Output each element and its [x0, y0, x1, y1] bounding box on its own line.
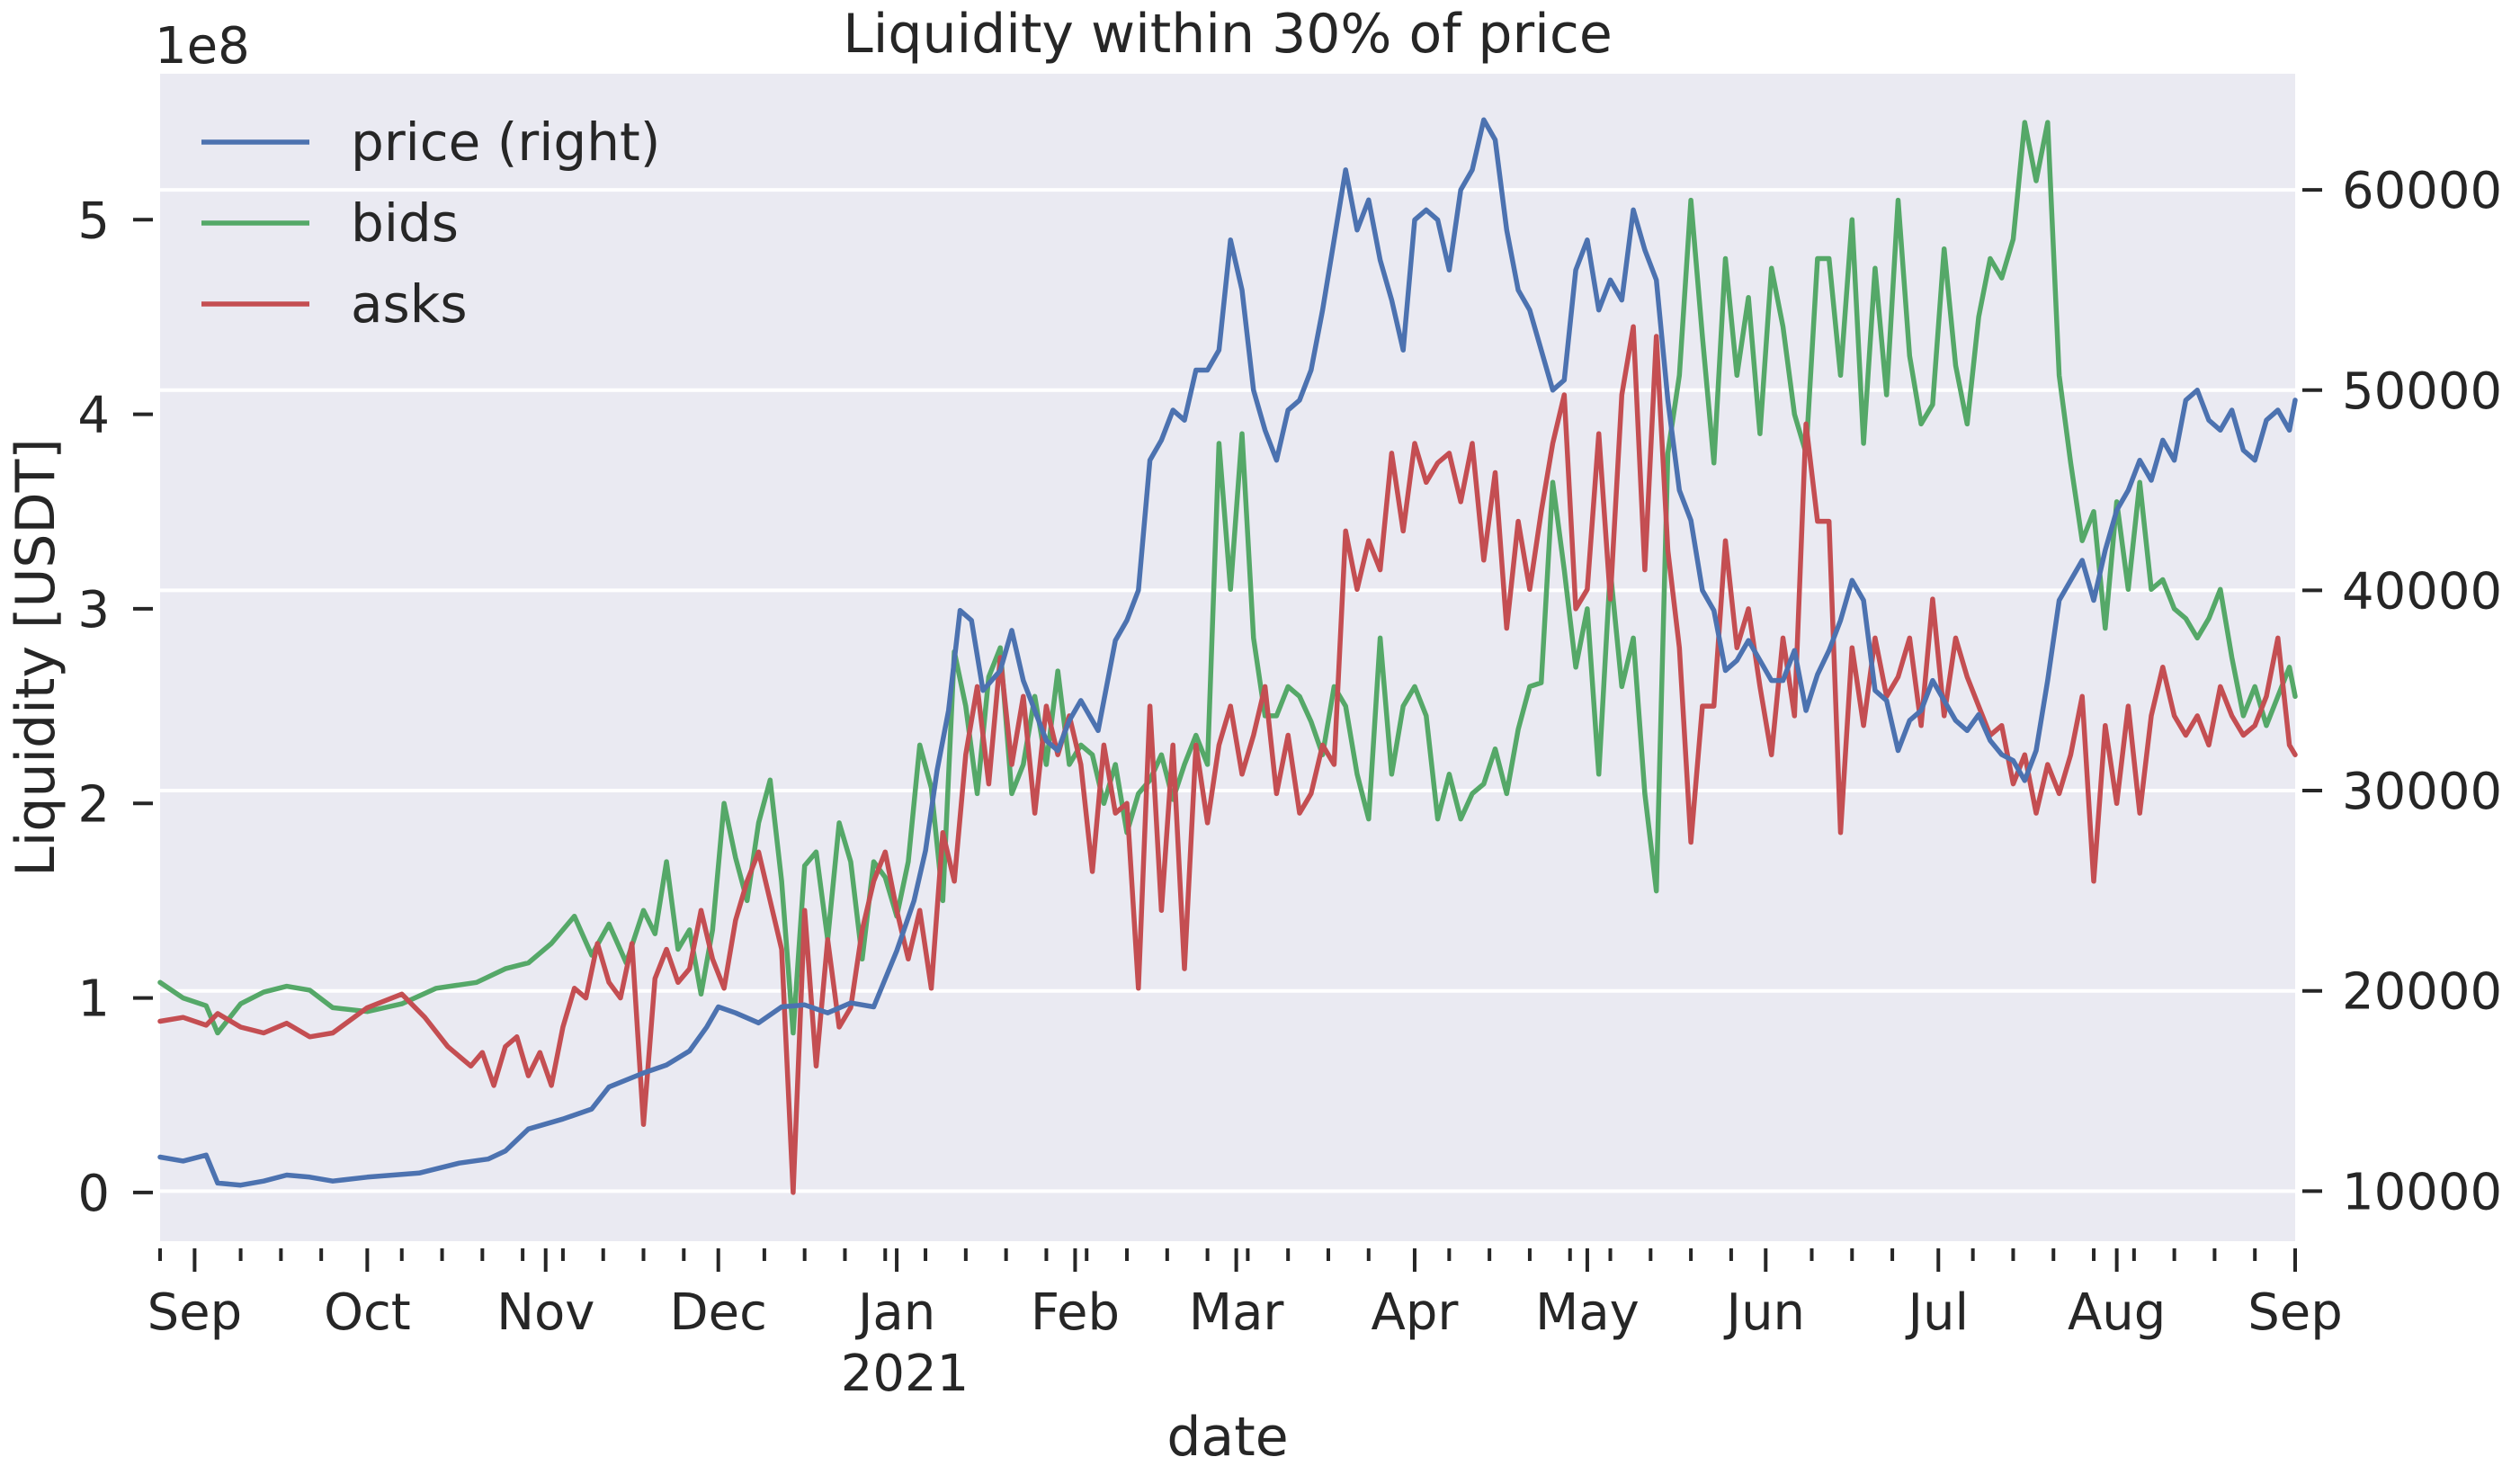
legend-label: asks [351, 273, 468, 335]
x-month-label: Apr [1372, 1283, 1460, 1342]
x-month-label: Oct [324, 1283, 411, 1342]
x-month-label: Jun [1724, 1283, 1806, 1342]
y-axis-right: 10000 20000 30000 40000 50000 60000 [2302, 162, 2502, 1221]
legend-label: price (right) [351, 112, 660, 173]
legend-label: bids [351, 192, 459, 254]
x-month-label: Mar [1189, 1283, 1285, 1342]
y-right-tick-label: 10000 [2342, 1163, 2502, 1221]
x-axis-label: date [1166, 1406, 1288, 1469]
y-axis-left: 0 1 2 3 4 5 [77, 192, 153, 1223]
y-offset-text: 1e8 [155, 17, 250, 76]
y-left-tick-label: 5 [77, 192, 110, 250]
x-month-label: Dec [670, 1283, 767, 1342]
x-month-label: Jan [855, 1283, 935, 1342]
y-left-tick-label: 3 [77, 581, 110, 639]
legend: price (right) bids asks [201, 112, 660, 335]
x-axis: Sep Oct Nov Dec Jan Feb Mar Apr May Jun Jul Aug Sep [147, 1248, 2343, 1342]
series-line-price-right [157, 117, 2298, 1188]
y-right-tick-label: 30000 [2342, 763, 2502, 821]
series-layer [157, 117, 2298, 1195]
y-right-tick-label: 60000 [2342, 162, 2502, 220]
y-left-tick-label: 0 [77, 1165, 110, 1223]
y-axis-label: Liquidity [USDT] [4, 438, 67, 876]
chart-title: Liquidity within 30% of price [843, 3, 1612, 66]
x-month-label: Sep [2247, 1283, 2343, 1342]
y-right-tick-label: 40000 [2342, 562, 2502, 621]
y-right-tick-label: 50000 [2342, 362, 2502, 421]
x-month-label: Feb [1031, 1283, 1120, 1342]
x-month-label: May [1535, 1283, 1640, 1342]
y-gridlines [160, 188, 2295, 1193]
x-month-label: Aug [2068, 1283, 2166, 1342]
y-left-tick-label: 4 [77, 387, 110, 445]
x-year-label: 2021 [841, 1345, 970, 1403]
series-line-bids [157, 120, 2298, 1036]
y-left-tick-label: 2 [77, 775, 110, 834]
series-line-asks [157, 324, 2298, 1195]
x-month-label: Jul [1905, 1283, 1969, 1342]
y-right-tick-label: 20000 [2342, 963, 2502, 1022]
y-left-tick-label: 1 [77, 970, 110, 1029]
x-month-label: Nov [496, 1283, 594, 1342]
x-month-label: Sep [147, 1283, 243, 1342]
